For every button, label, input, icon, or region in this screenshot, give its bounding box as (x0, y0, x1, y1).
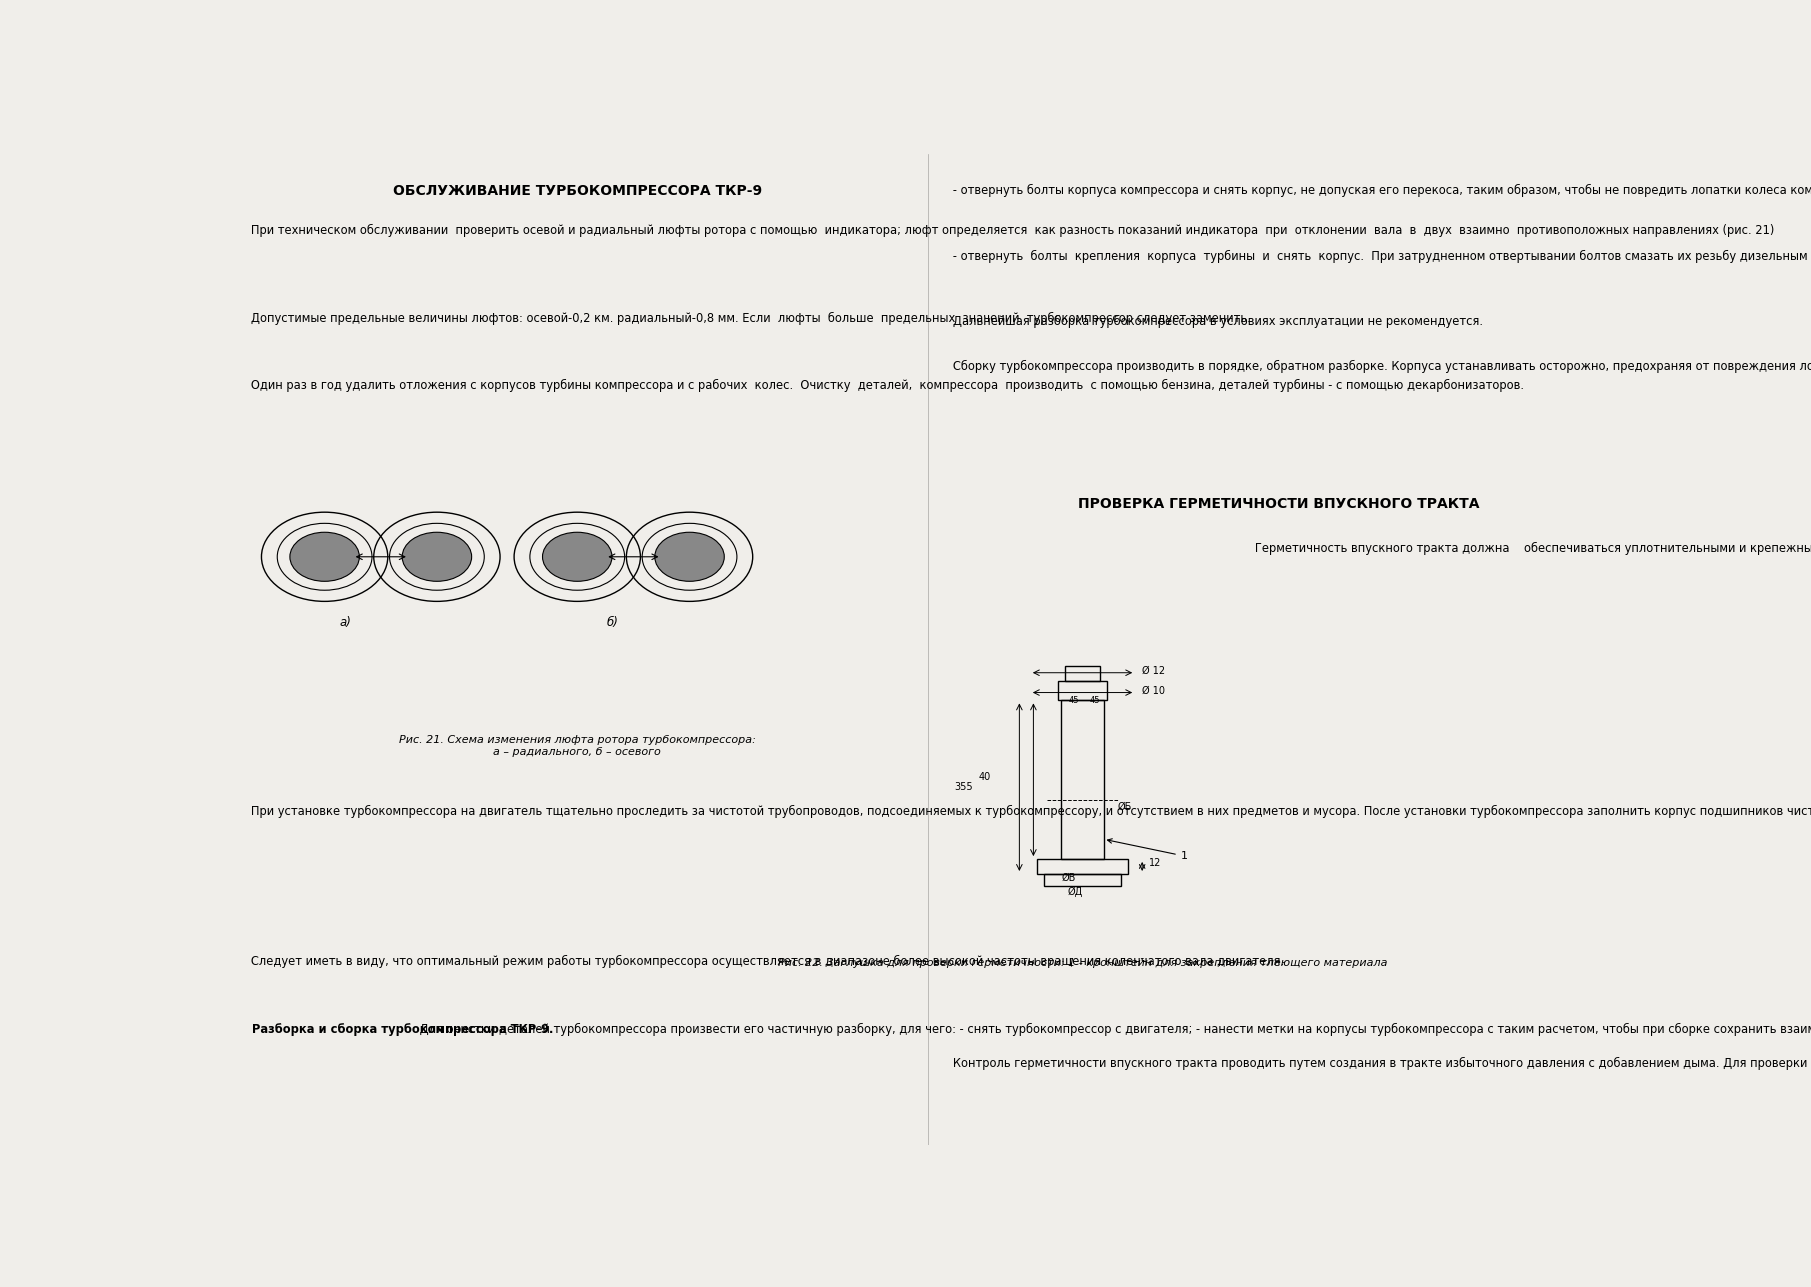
Text: 12: 12 (1150, 858, 1161, 867)
Bar (1038, 858, 1128, 874)
Text: ØД: ØД (1068, 887, 1083, 897)
Text: Дальнейшая разборка турбокомпрессора в условиях эксплуатации не рекомендуется.: Дальнейшая разборка турбокомпрессора в у… (942, 315, 1483, 328)
Text: Для очистки деталей турбокомпрессора произвести его частичную разборку, для чего: Для очистки деталей турбокомпрессора про… (417, 1023, 1811, 1036)
Text: Герметичность впускного тракта должна    обеспечиваться уплотнительными и крепеж: Герметичность впускного тракта должна об… (1244, 542, 1811, 555)
Text: Сборку турбокомпрессора производить в порядке, обратном разборке. Корпуса устана: Сборку турбокомпрессора производить в по… (942, 359, 1811, 373)
Circle shape (290, 533, 359, 582)
Circle shape (543, 533, 612, 582)
Text: ПРОВЕРКА ГЕРМЕТИЧНОСТИ ВПУСКНОГО ТРАКТА: ПРОВЕРКА ГЕРМЕТИЧНОСТИ ВПУСКНОГО ТРАКТА (1078, 497, 1480, 511)
Text: Рис. 22. Заглушка для проверки герметичности: 1 - кронштейн для закрепления тлею: Рис. 22. Заглушка для проверки герметичн… (777, 958, 1387, 968)
Text: - отвернуть болты корпуса компрессора и снять корпус, не допуская его перекоса, : - отвернуть болты корпуса компрессора и … (942, 184, 1811, 197)
Text: Контроль герметичности впускного тракта проводить путем создания в тракте избыто: Контроль герметичности впускного тракта … (942, 1057, 1811, 1071)
Text: ØВ: ØВ (1061, 873, 1076, 883)
Text: Разборка и сборка турбокомпрессора ТКР-9.: Разборка и сборка турбокомпрессора ТКР-9… (241, 1023, 554, 1036)
Text: 355: 355 (954, 781, 973, 792)
Bar (1058, 681, 1107, 700)
Text: а): а) (340, 616, 351, 629)
Bar (1061, 700, 1103, 858)
Text: ОБСЛУЖИВАНИЕ ТУРБОКОМПРЕССОРА ТКР-9: ОБСЛУЖИВАНИЕ ТУРБОКОМПРЕССОРА ТКР-9 (393, 184, 762, 198)
Text: Следует иметь в виду, что оптимальный режим работы турбокомпрессора осуществляет: Следует иметь в виду, что оптимальный ре… (241, 955, 1284, 968)
Circle shape (656, 533, 724, 582)
Text: ØБ: ØБ (1117, 802, 1132, 812)
Circle shape (402, 533, 471, 582)
Text: 45: 45 (1068, 696, 1079, 705)
Text: - отвернуть  болты  крепления  корпуса  турбины  и  снять  корпус.  При затрудне: - отвернуть болты крепления корпуса турб… (942, 250, 1811, 263)
Text: При установке турбокомпрессора на двигатель тщательно проследить за чистотой тру: При установке турбокомпрессора на двигат… (241, 804, 1811, 817)
Text: 1: 1 (1108, 839, 1188, 861)
Text: При техническом обслуживании  проверить осевой и радиальный люфты ротора с помощ: При техническом обслуживании проверить о… (241, 224, 1775, 237)
Bar (1065, 665, 1099, 681)
Text: Один раз в год удалить отложения с корпусов турбины компрессора и с рабочих  кол: Один раз в год удалить отложения с корпу… (241, 380, 1525, 393)
Text: Ø 12: Ø 12 (1143, 665, 1164, 676)
Text: Допустимые предельные величины люфтов: осевой-0,2 км. радиальный-0,8 мм. Если  л: Допустимые предельные величины люфтов: о… (241, 311, 1251, 326)
Text: Ø 10: Ø 10 (1143, 686, 1164, 695)
Text: 40: 40 (978, 772, 991, 781)
Text: Рис. 21. Схема изменения люфта ротора турбокомпрессора:
а – радиального, б – осе: Рис. 21. Схема изменения люфта ротора ту… (398, 735, 755, 757)
Text: 45: 45 (1090, 696, 1099, 705)
Text: б): б) (607, 616, 618, 629)
Bar (1043, 874, 1121, 885)
